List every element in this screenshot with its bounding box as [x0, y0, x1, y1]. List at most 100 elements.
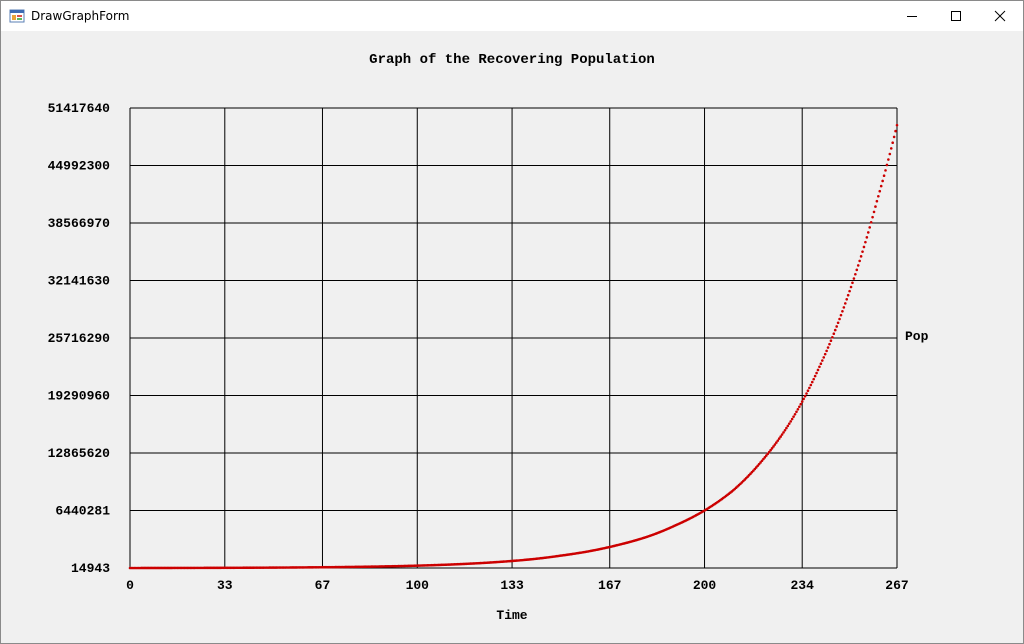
data-point: [787, 422, 791, 425]
data-point: [859, 255, 863, 258]
data-point: [766, 452, 770, 456]
minimize-icon: [906, 10, 918, 22]
chart-title: Graph of the Recovering Population: [369, 52, 655, 68]
data-point: [775, 441, 778, 444]
data-point: [878, 189, 882, 193]
data-point: [777, 437, 781, 440]
data-point: [854, 272, 857, 276]
data-point: [848, 289, 851, 293]
data-point: [826, 346, 830, 349]
data-point: [889, 147, 893, 150]
x-tick-label: 0: [126, 578, 134, 593]
data-point: [828, 342, 831, 346]
data-point: [842, 306, 846, 309]
data-point: [865, 236, 869, 239]
data-point: [869, 221, 873, 224]
y-axis-label: Pop: [905, 329, 929, 344]
chart-grid: [129, 107, 898, 569]
data-point: [776, 439, 780, 442]
y-tick-label: 25716290: [48, 331, 111, 346]
data-point: [764, 454, 768, 457]
series-points: [128, 123, 899, 570]
data-point: [894, 129, 897, 133]
data-point: [852, 277, 856, 280]
data-point: [872, 210, 876, 214]
y-tick-label: 38566970: [48, 216, 111, 231]
data-point: [868, 226, 872, 229]
x-tick-label: 200: [693, 578, 717, 593]
data-point: [875, 199, 879, 203]
x-tick-label: 67: [315, 578, 331, 593]
data-point: [759, 461, 762, 464]
data-point: [874, 205, 877, 208]
data-point: [882, 174, 886, 177]
data-point: [769, 448, 772, 452]
data-point: [822, 356, 826, 359]
data-point: [879, 184, 883, 188]
data-point: [892, 135, 896, 139]
y-tick-label: 44992300: [48, 159, 111, 174]
app-icon[interactable]: [9, 8, 25, 24]
data-point: [808, 386, 811, 390]
data-point: [838, 317, 841, 321]
window-title: DrawGraphForm: [31, 9, 130, 23]
data-point: [783, 428, 787, 432]
data-point: [793, 412, 797, 416]
data-point: [881, 179, 884, 183]
graph-canvas: Graph of the Recovering Population 14943…: [1, 31, 1023, 643]
data-point: [833, 328, 837, 332]
data-point: [810, 380, 814, 384]
data-point: [831, 335, 834, 339]
data-point: [836, 321, 840, 325]
x-tick-label: 133: [500, 578, 524, 593]
close-icon: [994, 10, 1006, 22]
data-point: [888, 152, 892, 156]
data-point: [782, 431, 785, 434]
data-point: [762, 457, 765, 461]
data-point: [849, 285, 853, 289]
data-point: [770, 447, 774, 450]
data-point: [823, 352, 827, 356]
y-tick-label: 14943: [71, 561, 110, 576]
data-point: [815, 371, 818, 375]
data-point: [792, 415, 795, 418]
y-tick-label: 6440281: [55, 504, 110, 519]
x-tick-label: 234: [790, 578, 814, 593]
data-point: [829, 339, 833, 343]
data-point: [819, 362, 823, 366]
data-point: [877, 194, 880, 198]
data-point: [885, 163, 889, 167]
data-point: [795, 410, 798, 414]
data-point: [862, 245, 866, 249]
x-tick-label: 33: [217, 578, 233, 593]
data-point: [825, 349, 828, 353]
data-point: [772, 445, 775, 448]
y-tick-label: 12865620: [48, 446, 111, 461]
data-point: [773, 443, 777, 446]
data-point: [846, 293, 850, 297]
data-point: [789, 420, 793, 423]
x-tick-label: 100: [406, 578, 430, 593]
data-point: [895, 123, 899, 127]
data-point: [803, 394, 807, 398]
maximize-button[interactable]: [933, 1, 979, 31]
data-point: [855, 268, 859, 272]
data-point: [790, 417, 794, 421]
data-point: [843, 302, 847, 305]
maximize-icon: [950, 10, 962, 22]
close-button[interactable]: [977, 1, 1023, 31]
recovering-population-chart: Graph of the Recovering Population 14943…: [48, 52, 929, 623]
y-tick-label: 19290960: [48, 388, 111, 403]
minimize-button[interactable]: [889, 1, 935, 31]
data-point: [806, 389, 810, 393]
data-point: [841, 310, 844, 313]
data-point: [821, 359, 824, 362]
x-tick-label: 267: [885, 578, 908, 593]
data-point: [856, 264, 860, 267]
x-axis-label: Time: [496, 608, 527, 623]
title-bar[interactable]: DrawGraphForm: [1, 1, 1023, 31]
data-point: [851, 281, 854, 285]
data-point: [780, 433, 784, 436]
data-point: [800, 400, 804, 403]
